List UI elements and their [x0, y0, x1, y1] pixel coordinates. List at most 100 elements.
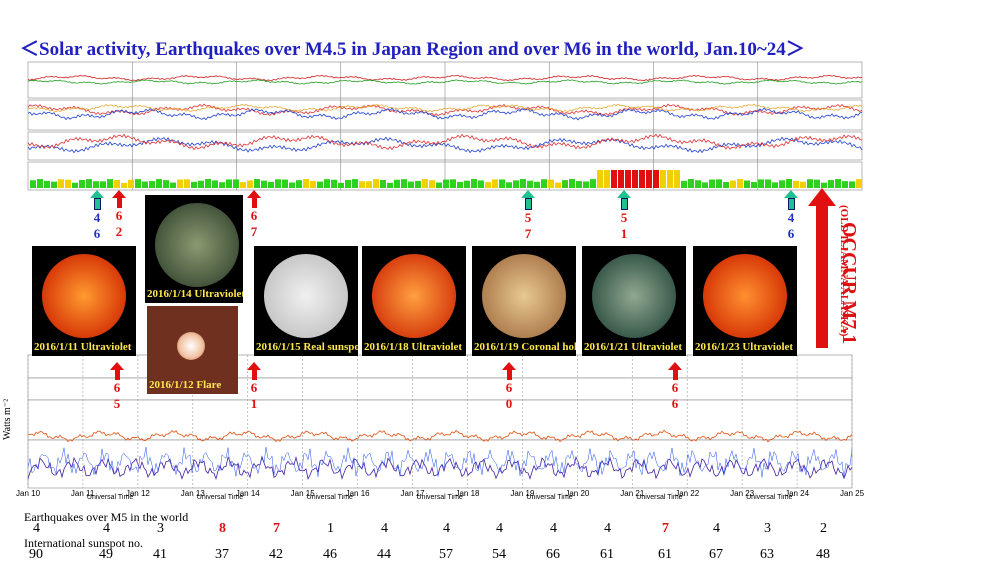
arrow-number: 7	[250, 224, 258, 239]
kp-bar	[310, 180, 316, 188]
big-arrow-shape	[808, 188, 836, 348]
x-tick-label: Jan 21	[620, 489, 645, 498]
x-tick-label: Jan 10	[16, 489, 41, 498]
earthquake-count: 8	[219, 521, 226, 536]
kp-bar	[289, 182, 295, 188]
earthquake-count: 4	[103, 521, 110, 536]
kp-bar	[800, 181, 806, 188]
kp-bar	[156, 179, 162, 188]
kp-bar	[338, 182, 344, 188]
kp-bar	[93, 181, 99, 188]
earthquake-label: Earthquakes over M5 in the world	[24, 510, 189, 524]
earthquake-count: 2	[820, 521, 827, 536]
kp-bar	[604, 170, 610, 188]
x-tick-label: Jan 14	[235, 489, 260, 498]
sunspot-number: 61	[600, 547, 614, 562]
trace	[27, 103, 863, 113]
kp-bar	[359, 181, 365, 188]
x-axis-label: Universal Time	[196, 494, 244, 501]
sun-image: 2016/1/21 Ultraviolet	[582, 246, 686, 356]
sunspot-number: 63	[760, 547, 774, 562]
kp-bar	[611, 170, 617, 188]
x-tick-label: Jan 20	[565, 489, 590, 498]
earthquake-count: 4	[550, 521, 557, 536]
kp-bar	[702, 182, 708, 188]
arrow-number: 6	[787, 226, 795, 241]
arrow-number: 0	[505, 396, 513, 411]
arrow-number: 2	[115, 224, 123, 239]
kp-bar	[597, 170, 603, 188]
kp-bar	[114, 179, 120, 188]
kp-bar	[590, 179, 596, 188]
kp-bar	[849, 181, 855, 188]
sunspot-number: 42	[269, 547, 283, 562]
kp-bar	[30, 180, 36, 188]
kp-bar	[226, 179, 232, 188]
sun-image: 2016/1/12 Flare	[147, 306, 238, 394]
kp-bar	[198, 180, 204, 188]
x-tick-label: Jan 18	[455, 489, 480, 498]
arrow-number: 4	[93, 210, 101, 225]
image-label: 2016/1/12 Flare	[149, 379, 222, 391]
kp-bar	[149, 181, 155, 188]
kp-bar	[555, 182, 561, 188]
image-label: 2016/1/23 Ultraviolet	[695, 341, 794, 353]
image-label: 2016/1/18 Ultraviolet	[364, 341, 463, 353]
kp-bar	[135, 179, 141, 188]
arrow-number: 6	[115, 208, 123, 223]
image-label: 2016/1/11 Ultraviolet	[34, 341, 132, 353]
earthquake-count: 3	[764, 521, 771, 536]
kp-bar	[345, 179, 351, 188]
trace	[27, 133, 863, 151]
kp-bar	[674, 170, 680, 188]
image-label: 2016/1/21 Ultraviolet	[584, 341, 683, 353]
sunspot-number: 90	[29, 547, 43, 562]
x-tick-label: Jan 12	[125, 489, 150, 498]
image-label: 2016/1/14 Ultraviolet	[147, 288, 243, 300]
earthquake-count: 4	[381, 521, 388, 536]
kp-bar	[772, 182, 778, 188]
kp-bar	[268, 181, 274, 188]
x-tick-label: Jan 16	[345, 489, 370, 498]
earthquake-count: 1	[327, 521, 334, 536]
x-tick-label: Jan 13	[180, 489, 205, 498]
x-tick-label: Jan 15	[290, 489, 315, 498]
kp-bar	[485, 182, 491, 188]
kp-bar	[233, 179, 239, 188]
panel	[27, 399, 853, 441]
kp-bar	[408, 181, 414, 188]
sunspot-number: 66	[546, 547, 560, 562]
kp-bar	[527, 180, 533, 188]
kp-bar	[520, 179, 526, 188]
kp-bar	[576, 181, 582, 188]
kp-bar	[205, 179, 211, 188]
kp-bar	[639, 170, 645, 188]
earthquake-count: 4	[713, 521, 720, 536]
kp-bar	[366, 181, 372, 188]
trace	[27, 429, 853, 443]
kp-bar	[72, 182, 78, 188]
x-tick-label: Jan 17	[400, 489, 425, 498]
kp-bar	[44, 180, 50, 188]
arrow-number: 6	[250, 380, 258, 395]
sunspot-number: 54	[492, 547, 506, 562]
kp-bar	[401, 179, 407, 188]
trace	[27, 107, 863, 121]
kp-bar	[296, 180, 302, 188]
kp-bar	[142, 181, 148, 188]
kp-bar	[492, 179, 498, 188]
kp-bar	[541, 179, 547, 188]
kp-bar	[478, 180, 484, 188]
trace	[27, 136, 863, 154]
kp-bar	[303, 179, 309, 188]
kp-bar	[282, 179, 288, 188]
kp-bar	[128, 179, 134, 188]
image-label: 2016/1/19 Coronal hole	[474, 341, 576, 353]
x-tick-label: Jan 25	[840, 489, 865, 498]
